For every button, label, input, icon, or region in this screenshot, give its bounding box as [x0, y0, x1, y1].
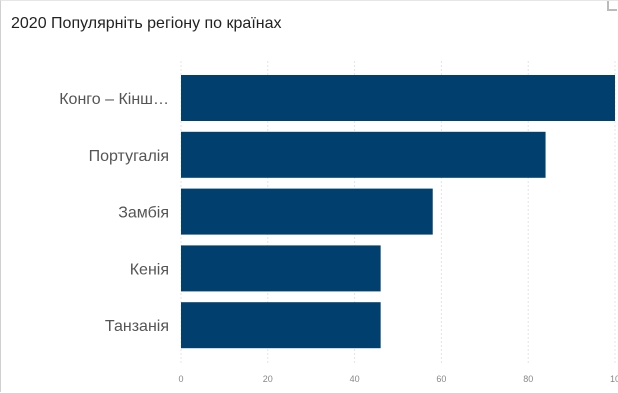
x-tick-label-3: 60 [436, 374, 446, 384]
category-label-4: Танзанія [105, 318, 169, 335]
category-label-2: Замбія [118, 205, 169, 222]
bar-4 [181, 302, 381, 349]
x-tick-label-4: 80 [523, 374, 533, 384]
category-label-1: Португалія [89, 148, 169, 165]
x-tick-label-2: 40 [350, 374, 360, 384]
x-tick-label-5: 10 [610, 374, 618, 384]
category-label-0: Конго – Кінш… [59, 91, 169, 108]
x-tick-label-1: 20 [263, 374, 273, 384]
bar-2 [181, 188, 433, 235]
bar-3 [181, 245, 381, 292]
bar-0 [181, 75, 615, 121]
chart-title: 2020 Популярніть регіону по країнах [11, 15, 282, 32]
category-label-3: Кенія [130, 261, 169, 278]
corner-mark [607, 1, 617, 11]
x-tick-label-0: 0 [178, 374, 183, 384]
bar-1 [181, 131, 546, 178]
